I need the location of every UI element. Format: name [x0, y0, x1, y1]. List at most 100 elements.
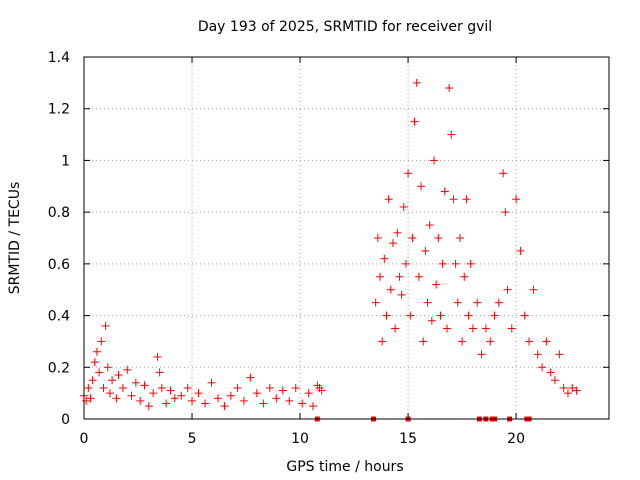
data-point — [207, 378, 216, 387]
data-point — [149, 389, 158, 398]
data-point — [462, 195, 471, 204]
data-point — [406, 311, 415, 320]
y-tick-label: 1 — [61, 153, 70, 169]
y-tick-label: 0 — [61, 412, 70, 428]
data-point — [486, 337, 495, 346]
data-point — [82, 396, 91, 405]
data-point — [384, 195, 393, 204]
grid-layer — [84, 57, 609, 419]
data-point — [84, 383, 93, 392]
data-point — [572, 386, 581, 395]
data-point — [555, 350, 564, 359]
data-point — [525, 337, 534, 346]
data-point — [112, 394, 121, 403]
x-tick-label: 5 — [188, 431, 197, 447]
data-point — [200, 399, 209, 408]
data-point — [380, 254, 389, 263]
data-point — [162, 399, 171, 408]
data-point — [546, 368, 555, 377]
data-point — [451, 259, 460, 268]
data-point — [103, 363, 112, 372]
data-point — [436, 311, 445, 320]
data-point — [464, 311, 473, 320]
y-tick-label: 0.6 — [48, 257, 70, 273]
data-point — [166, 386, 175, 395]
data-point — [460, 272, 469, 281]
data-point — [458, 337, 467, 346]
data-point — [136, 396, 145, 405]
data-point — [423, 298, 432, 307]
data-point — [499, 169, 508, 178]
data-point — [317, 386, 326, 395]
data-point — [265, 383, 274, 392]
data-point — [131, 378, 140, 387]
data-point — [391, 324, 400, 333]
data-point — [442, 324, 451, 333]
x-tick-label: 10 — [291, 431, 309, 447]
data-point — [408, 234, 417, 242]
axis-ticks: 0 0.2 0.4 0.6 0.8 1 1.2 1.4 0 5 10 15 20 — [48, 50, 609, 447]
data-point — [399, 202, 408, 211]
data-point — [507, 324, 516, 333]
data-point — [453, 298, 462, 307]
data-point — [550, 376, 559, 385]
data-point — [90, 358, 99, 367]
data-point — [105, 389, 114, 398]
data-point — [375, 272, 384, 281]
data-point — [114, 371, 123, 380]
data-point — [501, 208, 510, 217]
data-point — [226, 391, 235, 400]
data-point — [542, 337, 551, 346]
data-point — [481, 324, 490, 333]
data-point — [568, 383, 577, 392]
data-point — [118, 383, 127, 392]
data-point — [170, 394, 179, 403]
x-tick-label: 15 — [399, 431, 417, 447]
data-point — [272, 394, 281, 403]
data-point — [291, 383, 300, 392]
data-point — [516, 246, 525, 255]
data-point — [425, 221, 434, 230]
data-point — [246, 373, 255, 382]
data-point — [447, 130, 456, 139]
data-point — [304, 389, 313, 398]
y-tick-label: 1.2 — [48, 102, 70, 118]
data-point — [220, 402, 229, 411]
data-point — [99, 383, 108, 392]
plot-frame — [83, 56, 610, 420]
data-point — [477, 350, 486, 359]
data-point — [153, 352, 162, 361]
data-point — [414, 272, 423, 281]
data-point — [417, 182, 426, 191]
data-point — [213, 394, 222, 403]
data-point — [373, 234, 382, 242]
data-point — [177, 391, 186, 400]
data-point — [559, 383, 568, 392]
data-points — [80, 78, 581, 422]
data-point — [468, 324, 477, 333]
data-point — [155, 368, 164, 377]
data-point — [440, 187, 449, 196]
data-point — [388, 239, 397, 248]
data-point — [397, 290, 406, 299]
data-point — [449, 195, 458, 204]
x-tick-label: 0 — [80, 431, 89, 447]
x-tick-label: 20 — [507, 431, 525, 447]
y-tick-label: 1.4 — [48, 50, 70, 66]
data-point — [127, 391, 136, 400]
data-point — [95, 368, 104, 377]
data-point — [123, 365, 132, 374]
data-point — [309, 402, 318, 411]
data-point — [445, 84, 454, 93]
data-point — [386, 285, 395, 294]
data-point — [382, 311, 391, 320]
data-point — [157, 383, 166, 392]
data-point — [194, 389, 203, 398]
data-point — [393, 228, 402, 237]
data-point — [239, 396, 248, 405]
data-point — [421, 246, 430, 255]
data-point — [395, 272, 404, 281]
data-point — [252, 389, 261, 398]
data-point — [233, 383, 242, 392]
